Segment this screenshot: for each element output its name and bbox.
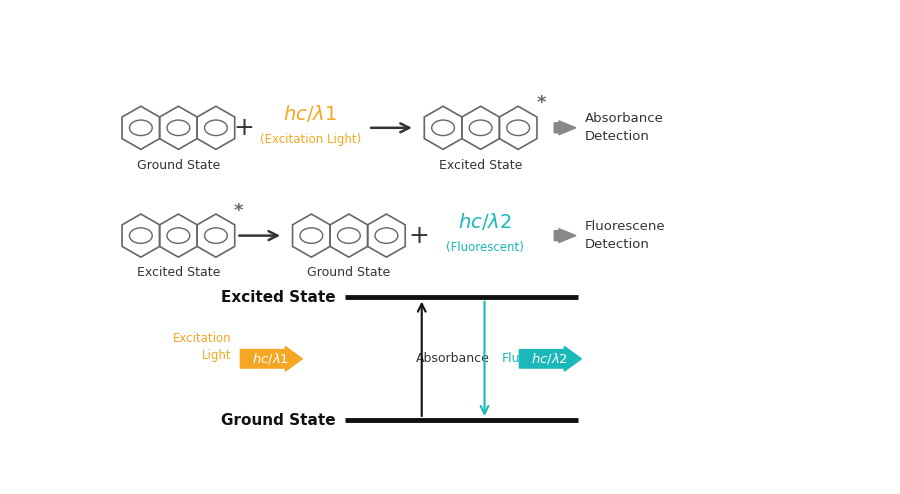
Text: Absorbance: Absorbance [416, 352, 490, 365]
Text: $\mathit{hc/\lambda 1}$: $\mathit{hc/\lambda 1}$ [251, 351, 289, 367]
Text: +: + [409, 224, 429, 247]
FancyArrow shape [519, 346, 581, 371]
FancyArrow shape [240, 346, 302, 371]
Text: Ground State: Ground State [221, 413, 336, 428]
Text: +: + [234, 116, 255, 140]
Text: Ground State: Ground State [307, 266, 391, 280]
Text: *: * [234, 202, 244, 220]
Text: Excited State: Excited State [439, 159, 522, 171]
FancyArrow shape [554, 121, 576, 135]
Text: $\mathit{hc/\lambda 1}$: $\mathit{hc/\lambda 1}$ [284, 103, 337, 124]
Text: Absorbance
Detection: Absorbance Detection [585, 112, 664, 143]
FancyArrow shape [554, 229, 576, 243]
Text: (Excitation Light): (Excitation Light) [259, 133, 361, 146]
Text: *: * [536, 94, 545, 112]
Text: $\mathit{hc/\lambda 2}$: $\mathit{hc/\lambda 2}$ [458, 211, 511, 232]
Text: (Fluorescent): (Fluorescent) [446, 241, 524, 253]
Text: $\mathit{hc/\lambda 2}$: $\mathit{hc/\lambda 2}$ [531, 351, 568, 367]
Text: Excited State: Excited State [137, 266, 220, 280]
Text: Excited State: Excited State [221, 289, 336, 305]
Text: Fluorescent: Fluorescent [501, 352, 574, 365]
Text: Fluorescene
Detection: Fluorescene Detection [585, 220, 666, 251]
Text: Ground State: Ground State [137, 159, 220, 171]
Text: Excitation
Light: Excitation Light [173, 332, 231, 362]
